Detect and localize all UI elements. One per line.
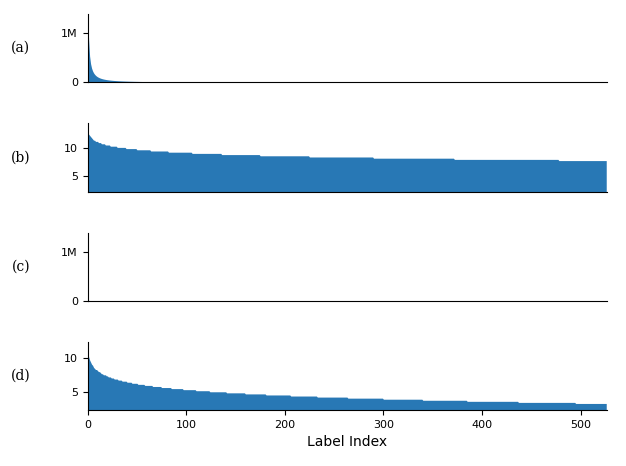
X-axis label: Label Index: Label Index [307,435,387,449]
Text: (c): (c) [12,260,31,274]
Text: (d): (d) [11,369,31,383]
Text: (b): (b) [11,151,31,164]
Text: (a): (a) [11,41,31,55]
